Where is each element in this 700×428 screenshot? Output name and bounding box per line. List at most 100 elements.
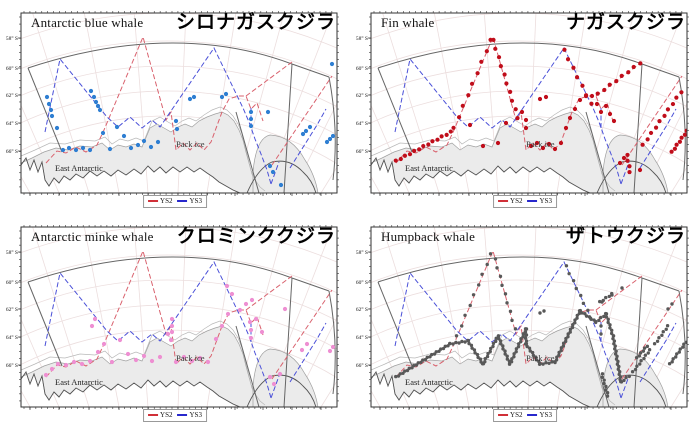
- panel-antarctic-blue-whale: 58° S60° S62° S64° S66° S125° E130° E135…: [0, 0, 350, 214]
- panel-title-japanese: シロナガスクジラ: [175, 11, 336, 33]
- lat-label: 66° S: [356, 362, 368, 369]
- east-antarctic-label: East Antarctic: [55, 377, 103, 387]
- sighting-dots: [44, 61, 336, 188]
- map-frame: [370, 12, 688, 194]
- ys2-legend-label: YS2: [160, 197, 173, 205]
- ys2-legend-swatch: [148, 414, 159, 416]
- lat-label: 58° S: [356, 35, 368, 42]
- map-frame: [20, 226, 338, 408]
- map-body: [21, 13, 337, 193]
- sighting-dots: [393, 37, 687, 175]
- panel-title-english: Fin whale: [381, 15, 435, 30]
- panel-title-japanese: クロミンククジラ: [176, 225, 336, 247]
- pack-ice-region: [371, 325, 617, 407]
- sighting-dots: [43, 283, 336, 387]
- pack-ice-label: Pack ice: [526, 139, 555, 149]
- lat-label: 58° S: [356, 249, 368, 256]
- track-ys2: [45, 35, 333, 166]
- ys3-legend-label: YS3: [539, 411, 552, 419]
- lat-label: 58° S: [6, 249, 18, 256]
- coastline-bulge: [246, 160, 317, 193]
- ice-contour-line: [371, 106, 616, 192]
- ice-contour-line: [21, 106, 266, 192]
- map-canvas-minke-whale: 58° S60° S62° S64° S66° S125° E130° E135…: [6, 225, 339, 410]
- ys2-legend-label: YS2: [160, 411, 173, 419]
- pack-ice-region: [371, 111, 617, 193]
- ys2-legend-label: YS2: [510, 411, 523, 419]
- ys3-legend-swatch: [177, 414, 188, 416]
- lat-label: 64° S: [356, 334, 368, 341]
- lat-label: 66° S: [6, 148, 18, 155]
- coastline-bulge: [246, 374, 317, 407]
- pack-ice-label: Pack ice: [176, 139, 205, 149]
- lat-label: 60° S: [6, 279, 18, 286]
- ys2-legend-swatch: [498, 414, 509, 416]
- pack-ice-region: [21, 325, 267, 407]
- east-antarctic-label: East Antarctic: [405, 163, 453, 173]
- panel-title-japanese: ナガスクジラ: [565, 11, 686, 33]
- lat-label: 60° S: [6, 65, 18, 72]
- panel-fin-whale: 58° S60° S62° S64° S66° S125° E130° E135…: [350, 0, 700, 214]
- map-body: [371, 227, 687, 407]
- lat-label: 58° S: [6, 35, 18, 42]
- coastline: [371, 371, 591, 407]
- lat-label: 62° S: [356, 92, 368, 99]
- panel-antarctic-minke-whale: 58° S60° S62° S64° S66° S125° E130° E135…: [0, 214, 350, 428]
- track-ys3: [44, 261, 327, 399]
- ice-contour-line: [21, 320, 266, 406]
- lat-label: 66° S: [6, 362, 18, 369]
- sighting-dots: [394, 252, 687, 398]
- map-frame: [370, 226, 688, 408]
- lat-label: 66° S: [356, 148, 368, 155]
- ys3-legend-label: YS3: [189, 197, 202, 205]
- ys3-legend-label: YS3: [539, 197, 552, 205]
- coastline: [371, 157, 591, 193]
- map-canvas-humpback-whale: 58° S60° S62° S64° S66° S125° E130° E135…: [356, 225, 689, 410]
- panel-title-english: Humpback whale: [381, 229, 476, 244]
- panel-humpback-whale: 58° S60° S62° S64° S66° S125° E130° E135…: [350, 214, 700, 428]
- pack-ice-label: Pack ice: [176, 353, 205, 363]
- track-legend: YS2 YS3: [493, 195, 557, 209]
- east-antarctic-label: East Antarctic: [55, 163, 103, 173]
- survey-sector-outline: [27, 42, 336, 193]
- lat-label: 62° S: [6, 92, 18, 99]
- ice-contour-line: [371, 320, 616, 406]
- frame-ticks: [19, 225, 339, 409]
- frame-ticks: [369, 11, 689, 195]
- survey-sector-outline: [377, 42, 686, 193]
- lat-label: 64° S: [6, 120, 18, 127]
- panel-title-english: Antarctic blue whale: [31, 15, 144, 30]
- pack-ice-region: [21, 111, 267, 193]
- track-legend: YS2 YS3: [143, 195, 207, 209]
- ys2-legend-swatch: [498, 200, 509, 202]
- ys2-legend-swatch: [148, 200, 159, 202]
- map-canvas-blue-whale: 58° S60° S62° S64° S66° S125° E130° E135…: [6, 11, 339, 196]
- ys2-legend-label: YS2: [510, 197, 523, 205]
- coastline: [21, 157, 241, 193]
- map-body: [371, 13, 687, 193]
- ys3-legend-swatch: [527, 200, 538, 202]
- coastline: [21, 371, 241, 407]
- lat-label: 60° S: [356, 65, 368, 72]
- lat-label: 62° S: [356, 306, 368, 313]
- east-antarctic-label: East Antarctic: [405, 377, 453, 387]
- lat-label: 60° S: [356, 279, 368, 286]
- map-body: [21, 227, 337, 407]
- coastline-bulge: [596, 160, 667, 193]
- survey-sector-outline: [27, 256, 336, 407]
- lat-label: 64° S: [6, 334, 18, 341]
- track-legend: YS2 YS3: [493, 409, 557, 423]
- map-canvas-fin-whale: 58° S60° S62° S64° S66° S125° E130° E135…: [356, 11, 689, 196]
- panel-title-english: Antarctic minke whale: [31, 229, 154, 244]
- coastline-bulge: [596, 374, 667, 407]
- frame-ticks: [19, 11, 339, 195]
- map-frame: [20, 12, 338, 194]
- ys3-legend-label: YS3: [189, 411, 202, 419]
- track-legend: YS2 YS3: [143, 409, 207, 423]
- ys3-legend-swatch: [177, 200, 188, 202]
- panel-title-japanese: ザトウクジラ: [565, 225, 686, 247]
- lat-label: 62° S: [6, 306, 18, 313]
- pack-ice-label: Pack ice: [526, 353, 555, 363]
- ys3-legend-swatch: [527, 414, 538, 416]
